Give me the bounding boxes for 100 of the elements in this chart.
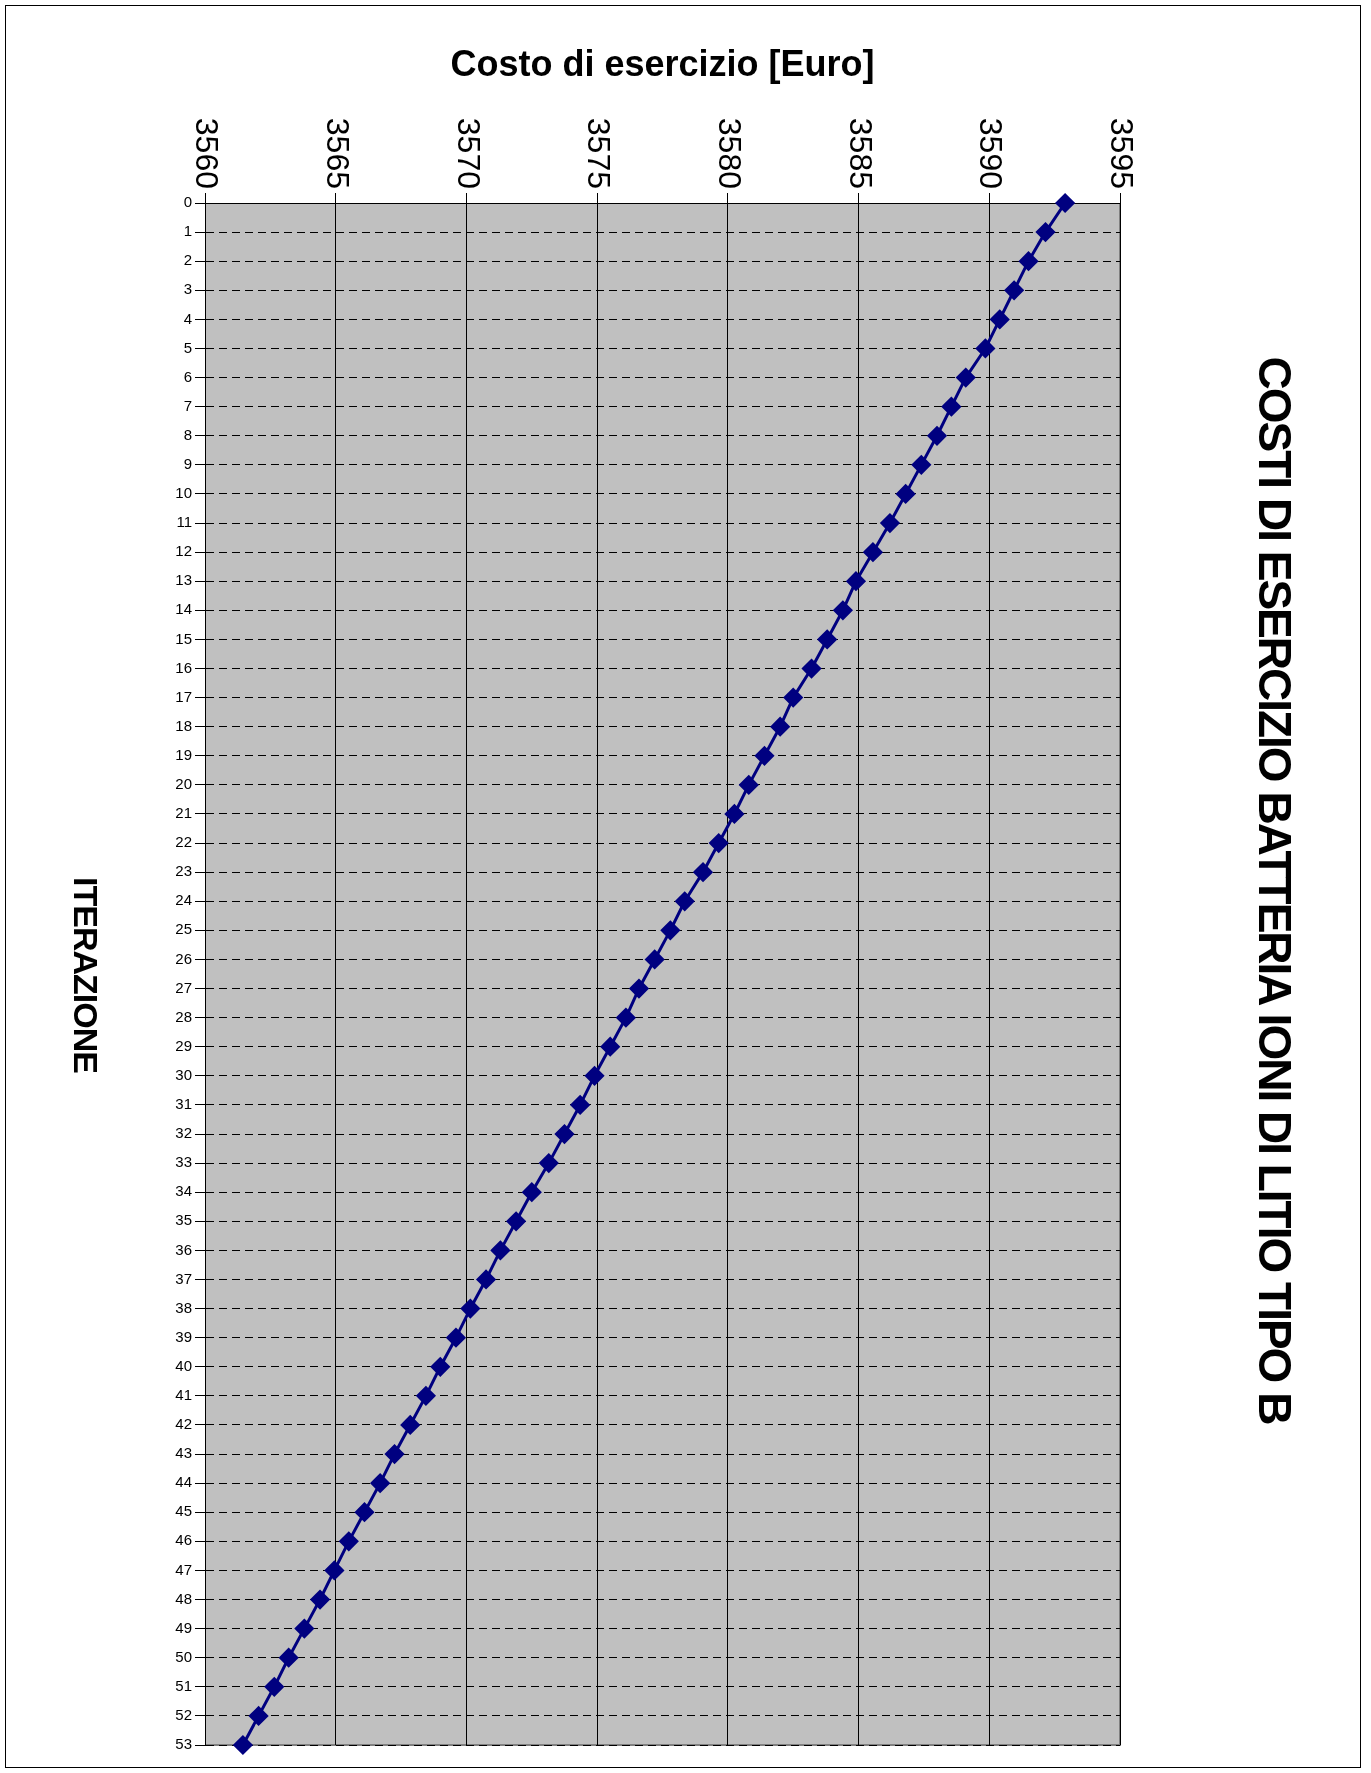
y-tick-label: 45 [175, 1502, 192, 1520]
point [294, 1619, 314, 1639]
point [490, 1240, 510, 1260]
y-tick-label: 48 [175, 1589, 192, 1607]
y-tick-label: 24 [175, 891, 192, 909]
y-tick-label: 18 [175, 716, 192, 734]
x-tick-label: 3585 [842, 117, 879, 189]
y-tick-label: 43 [175, 1444, 192, 1462]
point [975, 338, 995, 358]
y-tick-label: 17 [175, 687, 192, 705]
point [880, 513, 900, 533]
point [522, 1182, 542, 1202]
y-tick-label: 34 [175, 1182, 192, 1200]
y-tick-label: 1 [183, 222, 192, 240]
y-tick-label: 37 [175, 1269, 192, 1287]
point [446, 1328, 466, 1348]
y-tick-label: 35 [175, 1211, 192, 1229]
y-tick-label: 23 [175, 862, 192, 880]
y-tick-label: 21 [175, 804, 192, 822]
point [1055, 193, 1075, 213]
point [264, 1677, 284, 1697]
y-tick-label: 25 [175, 920, 192, 938]
y-tick-label: 14 [175, 600, 192, 618]
point [675, 891, 695, 911]
y-tick-label: 16 [175, 658, 192, 676]
point [863, 542, 883, 562]
y-tick-label: 19 [175, 745, 192, 763]
point [279, 1648, 299, 1668]
point [817, 629, 837, 649]
point [233, 1735, 253, 1755]
y-tick-label: 29 [175, 1036, 192, 1054]
y-tick-label: 44 [175, 1473, 192, 1491]
point [400, 1415, 420, 1435]
y-tick-label: 3 [183, 280, 192, 298]
point [430, 1357, 450, 1377]
point [249, 1706, 269, 1726]
point [370, 1473, 390, 1493]
point [600, 1037, 620, 1057]
point [1004, 280, 1024, 300]
y-tick-label: 0 [183, 193, 192, 211]
y-tick-label: 52 [175, 1706, 192, 1724]
point [539, 1153, 559, 1173]
point [570, 1095, 590, 1115]
y-tick-label: 32 [175, 1124, 192, 1142]
point [554, 1124, 574, 1144]
point [911, 455, 931, 475]
point [585, 1066, 605, 1086]
point [416, 1386, 436, 1406]
y-tick-label: 42 [175, 1415, 192, 1433]
point [1019, 251, 1038, 271]
y-tick-label: 12 [175, 542, 192, 560]
point [802, 659, 822, 679]
x-tick-label: 3570 [450, 117, 487, 189]
y-tick-label: 36 [175, 1240, 192, 1258]
point [385, 1444, 405, 1464]
y-tick-label: 38 [175, 1298, 192, 1316]
point [896, 484, 916, 504]
y-tick-label: 4 [183, 309, 192, 327]
point [990, 309, 1010, 329]
y-tick-label: 30 [175, 1065, 192, 1083]
point [693, 862, 713, 882]
y-tick-label: 26 [175, 949, 192, 967]
point [956, 368, 976, 388]
y-tick-label: 50 [175, 1647, 192, 1665]
point [460, 1299, 480, 1319]
y-tick-label: 6 [183, 367, 192, 385]
y-tick-label: 10 [175, 484, 192, 502]
y-tick-label: 22 [175, 833, 192, 851]
point [629, 979, 649, 999]
point [660, 920, 680, 940]
y-tick-label: 15 [175, 629, 192, 647]
x-tick-label: 3575 [581, 117, 618, 189]
y-tick-label: 40 [175, 1356, 192, 1374]
y-tick-label: 5 [183, 338, 192, 356]
point [324, 1560, 344, 1580]
point [310, 1590, 330, 1610]
y-tick-label: 53 [175, 1735, 192, 1753]
y-tick-label: 46 [175, 1531, 192, 1549]
point [709, 833, 729, 853]
y-tick-label: 49 [175, 1618, 192, 1636]
y-tick-label: 51 [175, 1676, 192, 1694]
point [846, 571, 866, 591]
x-tick-label: 3595 [1104, 117, 1141, 189]
point [339, 1531, 359, 1551]
y-tick-label: 27 [175, 978, 192, 996]
y-tick-label: 11 [176, 513, 192, 531]
y-tick-label: 33 [175, 1153, 192, 1171]
point [1035, 222, 1055, 242]
point [941, 397, 961, 417]
text: COSTI DI ESERCIZIO BATTERIA IONI DI LITIO TIPO B [1248, 356, 1302, 1424]
y-tick-label: 20 [175, 775, 192, 793]
point [754, 746, 774, 766]
y-tick-label: 8 [183, 425, 192, 443]
x-axis-title: Costo di esercizio [Euro] [450, 42, 875, 84]
x-tick-label: 3560 [189, 117, 226, 189]
y-tick-label: 9 [183, 454, 192, 472]
point [616, 1008, 636, 1028]
y-tick-label: 13 [175, 571, 192, 589]
x-tick-label: 3565 [319, 117, 356, 189]
point [927, 426, 947, 446]
